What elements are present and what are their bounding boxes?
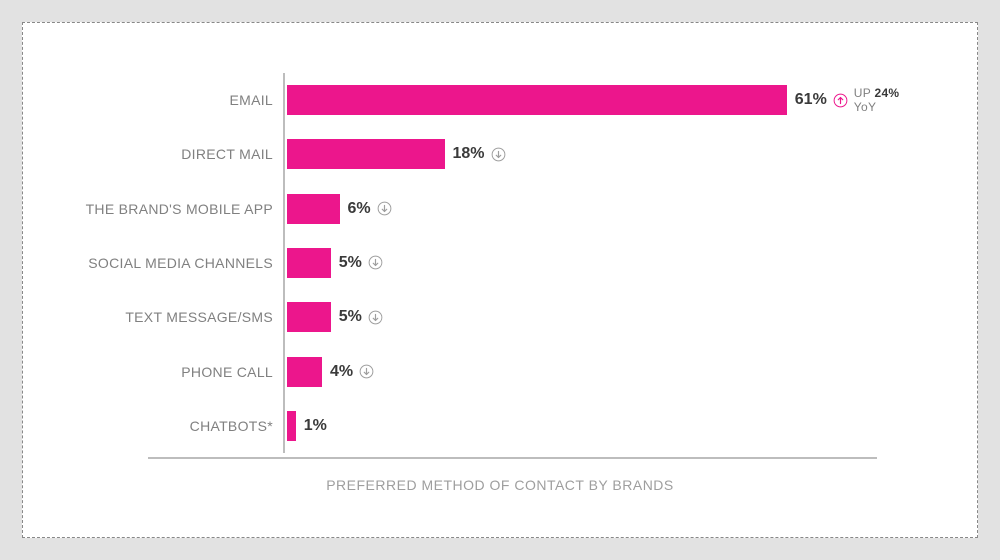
value-wrap: 1% — [304, 417, 327, 435]
bar-row: 4% — [287, 349, 917, 395]
trend-label-percent: 24% — [874, 86, 899, 100]
bar — [287, 194, 340, 224]
bar-value: 4% — [330, 363, 353, 381]
chart-caption: PREFERRED METHOD OF CONTACT BY BRANDS — [83, 477, 917, 493]
bar-row: 5% — [287, 294, 917, 340]
bar-value: 1% — [304, 417, 327, 435]
bar — [287, 357, 322, 387]
trend-label: UP 24% YoY — [854, 86, 917, 114]
bar-row: 61% UP 24% YoY — [287, 77, 917, 123]
value-wrap: 5% — [339, 308, 383, 326]
value-wrap: 61% UP 24% YoY — [795, 86, 917, 114]
category-label: SOCIAL MEDIA CHANNELS — [83, 240, 273, 286]
bar-row: 18% — [287, 131, 917, 177]
value-wrap: 5% — [339, 254, 383, 272]
category-label: CHATBOTS* — [83, 403, 273, 449]
bar-value: 6% — [348, 200, 371, 218]
chart-panel: EMAIL DIRECT MAIL THE BRAND'S MOBILE APP SO… — [22, 22, 978, 538]
value-wrap: 18% — [453, 145, 506, 163]
category-labels-column: EMAIL DIRECT MAIL THE BRAND'S MOBILE APP SO… — [83, 73, 283, 453]
arrow-down-circle-icon — [491, 147, 506, 162]
bar-value: 5% — [339, 308, 362, 326]
bar — [287, 139, 445, 169]
bar — [287, 85, 787, 115]
arrow-down-circle-icon — [359, 364, 374, 379]
category-label: EMAIL — [83, 77, 273, 123]
bar — [287, 248, 331, 278]
category-label: THE BRAND'S MOBILE APP — [83, 186, 273, 232]
trend-label-suffix: YoY — [854, 100, 876, 114]
arrow-down-circle-icon — [377, 201, 392, 216]
bar-value: 18% — [453, 145, 485, 163]
bar — [287, 302, 331, 332]
trend-label-prefix: UP — [854, 86, 875, 100]
category-label: TEXT MESSAGE/SMS — [83, 294, 273, 340]
value-wrap: 6% — [348, 200, 392, 218]
bar-value: 61% — [795, 91, 827, 109]
bar-chart: EMAIL DIRECT MAIL THE BRAND'S MOBILE APP SO… — [83, 73, 917, 453]
value-wrap: 4% — [330, 363, 374, 381]
page-background: EMAIL DIRECT MAIL THE BRAND'S MOBILE APP SO… — [0, 0, 1000, 560]
x-axis-line — [148, 457, 877, 459]
bar-value: 5% — [339, 254, 362, 272]
bars-column: 61% UP 24% YoY 18% 6% 5% 5% 4% 1% — [285, 73, 917, 453]
bar-row: 6% — [287, 186, 917, 232]
bar-row: 1% — [287, 403, 917, 449]
arrow-up-circle-icon — [833, 93, 848, 108]
bar-row: 5% — [287, 240, 917, 286]
arrow-down-circle-icon — [368, 255, 383, 270]
category-label: PHONE CALL — [83, 349, 273, 395]
bar — [287, 411, 296, 441]
category-label: DIRECT MAIL — [83, 131, 273, 177]
arrow-down-circle-icon — [368, 310, 383, 325]
